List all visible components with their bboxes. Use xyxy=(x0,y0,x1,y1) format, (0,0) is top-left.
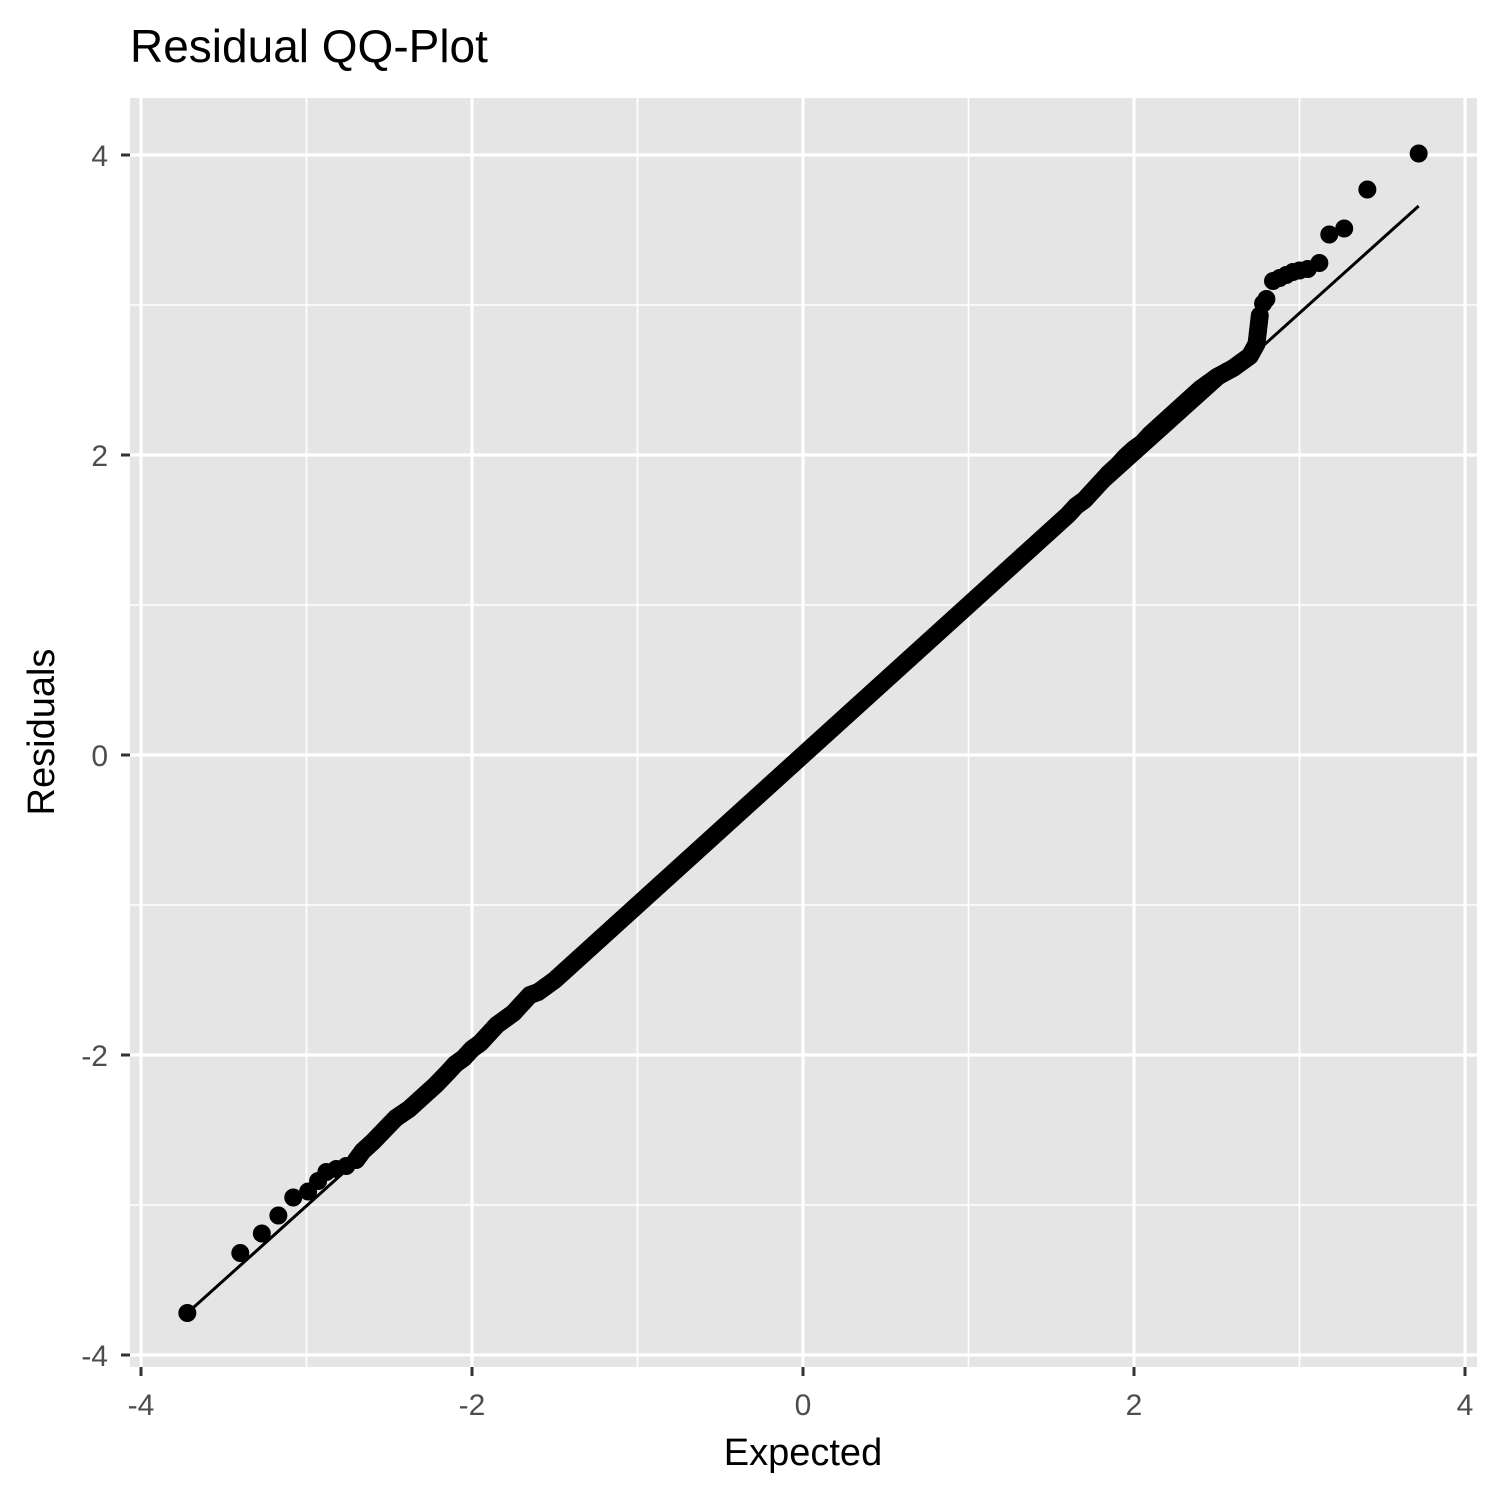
x-tick-label: -2 xyxy=(459,1389,486,1422)
data-point xyxy=(1257,290,1276,308)
x-tick-label: 4 xyxy=(1457,1389,1474,1422)
data-point xyxy=(252,1224,271,1243)
x-axis-ticks: -4 -2 0 2 4 xyxy=(128,1367,1474,1422)
y-tick-label: 4 xyxy=(91,140,108,173)
data-points xyxy=(178,144,1428,1322)
data-point xyxy=(1320,225,1339,244)
data-point xyxy=(1409,144,1428,163)
data-point xyxy=(284,1188,303,1207)
y-tick-label: 2 xyxy=(91,440,108,473)
y-axis-ticks: -4 -2 0 2 4 xyxy=(81,140,130,1373)
y-tick-label: -2 xyxy=(81,1040,108,1073)
data-point xyxy=(231,1244,250,1262)
data-point xyxy=(269,1206,288,1225)
x-tick-label: -4 xyxy=(128,1389,155,1422)
data-point xyxy=(1335,219,1354,238)
y-axis-title: Residuals xyxy=(21,649,63,816)
x-tick-label: 0 xyxy=(795,1389,812,1422)
data-point xyxy=(178,1304,197,1322)
y-tick-label: -4 xyxy=(81,1340,108,1373)
y-tick-label: 0 xyxy=(91,740,108,773)
major-gridlines xyxy=(130,98,1477,1367)
chart-title: Residual QQ-Plot xyxy=(130,20,488,72)
data-point xyxy=(1310,254,1329,272)
x-tick-label: 2 xyxy=(1126,1389,1143,1422)
data-point xyxy=(1358,180,1377,199)
x-axis-title: Expected xyxy=(724,1432,882,1474)
